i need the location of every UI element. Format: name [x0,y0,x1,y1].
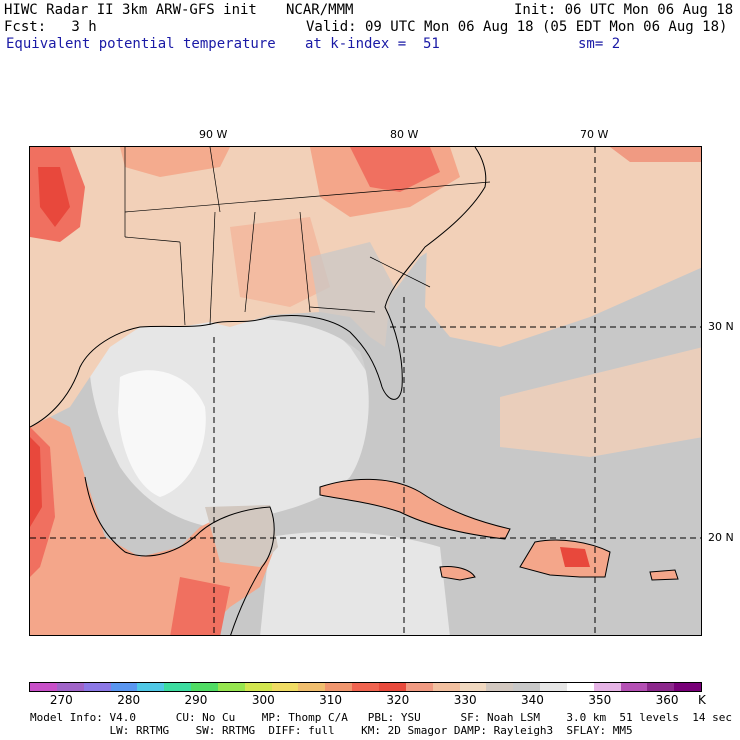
model-title: HIWC Radar II 3km ARW-GFS init [4,2,257,18]
color-scale-swatch [486,683,514,691]
graticule [30,147,701,635]
color-scale-swatch [110,683,138,691]
lon-label-70w: 70 W [580,128,609,141]
color-scale-tick-label: 310 [319,693,343,707]
color-scale-swatch [191,683,218,691]
lon-label-90w: 90 W [199,128,228,141]
color-scale-bar [29,682,702,692]
color-scale-tick-label: 270 [49,693,73,707]
init-time: Init: 06 UTC Mon 06 Aug 18 [514,2,734,18]
color-scale-swatch [405,683,433,691]
hispaniola-hot-core [560,547,590,567]
cuba-island [319,478,511,540]
color-scale-tick-label: 280 [117,693,141,707]
texas-hot-core [38,167,70,227]
color-scale-swatch [56,683,84,691]
color-scale-tick-label: 360 [655,693,679,707]
map-canvas [30,147,701,635]
valid-time: Valid: 09 UTC Mon 06 Aug 18 (05 EDT Mon … [306,19,728,35]
color-scale-swatch [566,683,594,691]
atlantic-warm-band-south [500,347,701,457]
color-scale-swatch [593,683,621,691]
atlantic-warm-band [425,147,701,347]
model-info-line2: LW: RRTMG SW: RRTMG DIFF: full KM: 2D Sm… [30,724,633,737]
coastlines [30,147,487,635]
color-scale-tick-label: 300 [251,693,275,707]
color-scale-swatch [217,683,245,691]
smoothing-label: sm= 2 [578,36,621,52]
gulf-white-core [118,370,206,497]
theta-e-map [29,146,702,636]
color-scale-swatch [137,683,165,691]
color-scale-swatch [513,683,541,691]
midsouth-warm-patch [120,147,230,177]
model-info-line1: Model Info: V4.0 CU: No Cu MP: Thomp C/A… [30,711,732,724]
color-scale-tick-label: 340 [521,693,544,707]
color-scale-swatch [244,683,272,691]
atlantic-salmon-patch [610,147,701,162]
field-name: Equivalent potential temperature [6,36,276,52]
puerto-rico-island [649,569,679,581]
color-scale-swatch [83,683,111,691]
florida-cool-overlay [310,242,405,407]
color-scale-tick-label: 320 [386,693,410,707]
state-boundaries [124,147,491,326]
gulf-coast-warm-patch [230,217,330,307]
color-scale-swatch [352,683,379,691]
color-scale-swatch [432,683,460,691]
color-scale-swatch [674,683,702,691]
color-scale-swatch [30,683,57,691]
color-scale-swatch [459,683,487,691]
lat-label-30n: 30 N [708,320,734,333]
institution-label: NCAR/MMM [286,2,354,18]
caribbean-light-region [260,531,450,635]
color-scale-swatch [378,683,406,691]
lon-label-80w: 80 W [390,128,419,141]
color-scale-unit: K [698,693,706,707]
color-scale-swatch [325,683,353,691]
color-scale-tick-label: 350 [588,693,612,707]
central-america-warm [170,577,230,635]
jamaica-island [439,566,476,581]
appalachian-hot-core [350,147,440,192]
color-scale-swatch [647,683,675,691]
level-index: at k-index = 51 [305,36,440,52]
color-scale-swatch [271,683,299,691]
color-scale-swatch [540,683,567,691]
color-scale-swatch [620,683,648,691]
color-scale-swatch [298,683,326,691]
color-scale-swatch [164,683,192,691]
color-scale-tick-label: 290 [184,693,208,707]
lat-label-20n: 20 N [708,531,734,544]
color-scale-tick-label: 330 [453,693,477,707]
forecast-hour: Fcst: 3 h [4,19,97,35]
mexico-west-hot [30,437,42,527]
yucatan-land [205,505,278,567]
